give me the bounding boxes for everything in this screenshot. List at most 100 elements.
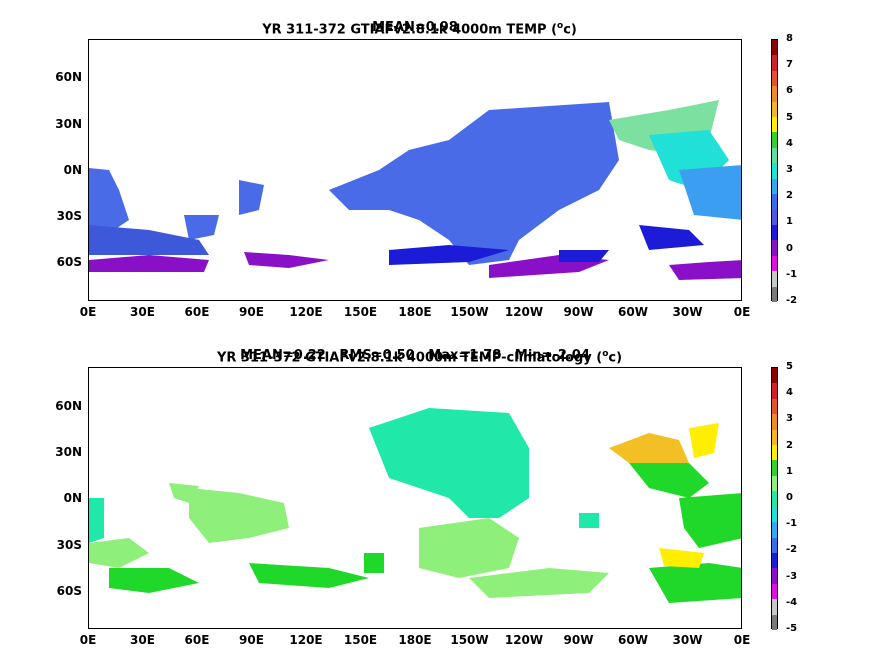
panel1-colorbar-segment — [772, 101, 777, 118]
panel2-colorbar-segment — [772, 383, 777, 400]
panel1-title-text: YR 311-372 GTIAFv2.8.1k 4000m TEMP ( — [262, 22, 558, 38]
panel2-field — [89, 408, 741, 603]
panel2-lat-0n: 0N — [63, 491, 82, 505]
panel2-lon-label: 30E — [130, 633, 155, 647]
panel2-lon-label: 150W — [450, 633, 489, 647]
panel2-natl-yellow — [689, 423, 719, 458]
panel2-satl-lg — [89, 538, 149, 568]
panel2-lon-label: 90E — [239, 633, 264, 647]
panel2-west-teal — [89, 498, 104, 543]
panel1-colorbar-segment — [772, 163, 777, 180]
panel1-satl-blue — [679, 165, 741, 220]
panel2-subtitle: MEAN=0.22 RMS=0.50 Max=1.78 Min=-2.04 — [240, 348, 590, 363]
panel1-lon-label: 90W — [563, 305, 594, 319]
panel2-colorbar-tick: 5 — [786, 361, 793, 372]
panel2-colorbar-segment — [772, 368, 777, 384]
panel2-colorbar-tick: 3 — [786, 413, 793, 425]
panel1-map-svg — [89, 100, 741, 280]
panel2-so-green-w — [109, 568, 199, 593]
panel1-lat-0n: 0N — [63, 163, 82, 177]
panel1-title-unit: o — [557, 21, 564, 31]
panel2-lon-label: 60W — [618, 633, 648, 647]
panel2-lon-label: 90W — [563, 633, 594, 647]
panel1-colorbar-tick: -2 — [786, 295, 798, 306]
panel1-colorbar-segment — [772, 40, 777, 56]
panel1-colorbar-segment — [772, 194, 777, 211]
panel1-purple-west — [89, 255, 209, 272]
panel1-sw-blue — [89, 168, 129, 240]
panel1-purple-mid — [244, 252, 329, 268]
panel2-map — [88, 367, 742, 629]
panel1-colorbar-tick: 6 — [786, 85, 793, 97]
panel1-io-blue — [239, 180, 264, 215]
panel1-colorbar-segment — [772, 209, 777, 226]
panel1-pacific-blue — [329, 102, 619, 265]
panel2-lat-60n: 60N — [55, 399, 82, 413]
panel2-colorbar-tick: 4 — [786, 387, 793, 399]
panel2-io-lightgreen — [189, 488, 289, 543]
panel2-natl-green — [629, 463, 709, 498]
panel2-colorbar — [771, 367, 778, 631]
panel1-colorbar-segment — [772, 70, 777, 87]
panel2-map-svg — [89, 408, 741, 603]
panel2-colorbar-tick: 0 — [786, 492, 793, 503]
panel1-colorbar-tick: 2 — [786, 190, 793, 202]
panel1-colorbar-segment — [772, 55, 777, 72]
panel2-colorbar-tick: -2 — [786, 544, 798, 556]
panel2-colorbar-segment — [772, 568, 777, 585]
panel1-title: YR 311-372 GTIAFv2.8.1k 4000m TEMP (oc) — [0, 4, 830, 37]
panel2-so-green-atl — [649, 563, 741, 603]
panel1-lon-label: 30W — [672, 305, 703, 319]
panel2-small-teal — [579, 513, 599, 528]
panel2-lon-label: 0E — [79, 633, 97, 647]
panel2-title-end: c) — [608, 350, 623, 366]
panel1-lat-60s: 60S — [56, 255, 82, 269]
panel2-colorbar-tick: -3 — [786, 570, 798, 582]
panel1-field — [89, 100, 741, 280]
panel1-lat-60n: 60N — [55, 70, 82, 84]
panel1-colorbar-segment — [772, 271, 777, 288]
panel2-colorbar-segment — [772, 475, 777, 492]
panel1-colorbar-segment — [772, 240, 777, 257]
panel2-colorbar-tick: -1 — [786, 518, 798, 530]
panel1-south-blue — [89, 225, 209, 255]
panel1-lat-30n: 30N — [55, 117, 82, 131]
panel2-natl-orange — [609, 433, 689, 468]
panel2-lon-label: 0E — [733, 633, 751, 647]
panel2-so-green-small — [364, 553, 384, 573]
panel2-lon-label: 180E — [398, 633, 432, 647]
panel2-lon-label: 30W — [672, 633, 703, 647]
panel1-colorbar-segment — [772, 147, 777, 164]
panel2-satl-yellow — [659, 548, 704, 568]
panel2-lat-60s: 60S — [56, 584, 82, 598]
panel2-lat-30s: 30S — [56, 538, 82, 552]
panel1-lon-label: 150W — [450, 305, 489, 319]
panel2-colorbar-tick: 2 — [786, 439, 793, 451]
panel2-colorbar-segment — [772, 583, 777, 600]
panel2-lon-label: 60E — [184, 633, 210, 647]
panel2-lon-label: 120E — [289, 633, 323, 647]
panel2-lon-label: 120W — [504, 633, 544, 647]
panel1-colorbar-tick: 4 — [786, 137, 793, 149]
panel1-purple-satl — [669, 260, 741, 280]
panel2-io-small — [169, 483, 199, 503]
panel1-subtitle: MEAN=0.98 — [372, 20, 458, 35]
panel2-colorbar-segment — [772, 614, 777, 631]
panel1-colorbar — [771, 39, 778, 303]
panel2-colorbar-segment — [772, 506, 777, 523]
panel2-colorbar-segment — [772, 398, 777, 415]
panel1-colorbar-segment — [772, 86, 777, 103]
panel1-lon-label: 30E — [130, 305, 155, 319]
panel1-map — [88, 39, 742, 301]
panel2-colorbar-tick: -4 — [786, 596, 798, 608]
panel2-colorbar-segment — [772, 537, 777, 554]
panel1-navy-south — [389, 245, 509, 265]
panel1-colorbar-tick: 1 — [786, 216, 793, 228]
panel1-colorbar-tick: 0 — [786, 242, 793, 254]
panel2-colorbar-segment — [772, 599, 777, 616]
panel1-colorbar-tick: 3 — [786, 164, 793, 175]
panel2-colorbar-segment — [772, 460, 777, 477]
panel1-colorbar-segment — [772, 224, 777, 241]
panel1-colorbar-tick: 8 — [786, 33, 793, 44]
panel1-navy-satl — [639, 225, 704, 250]
